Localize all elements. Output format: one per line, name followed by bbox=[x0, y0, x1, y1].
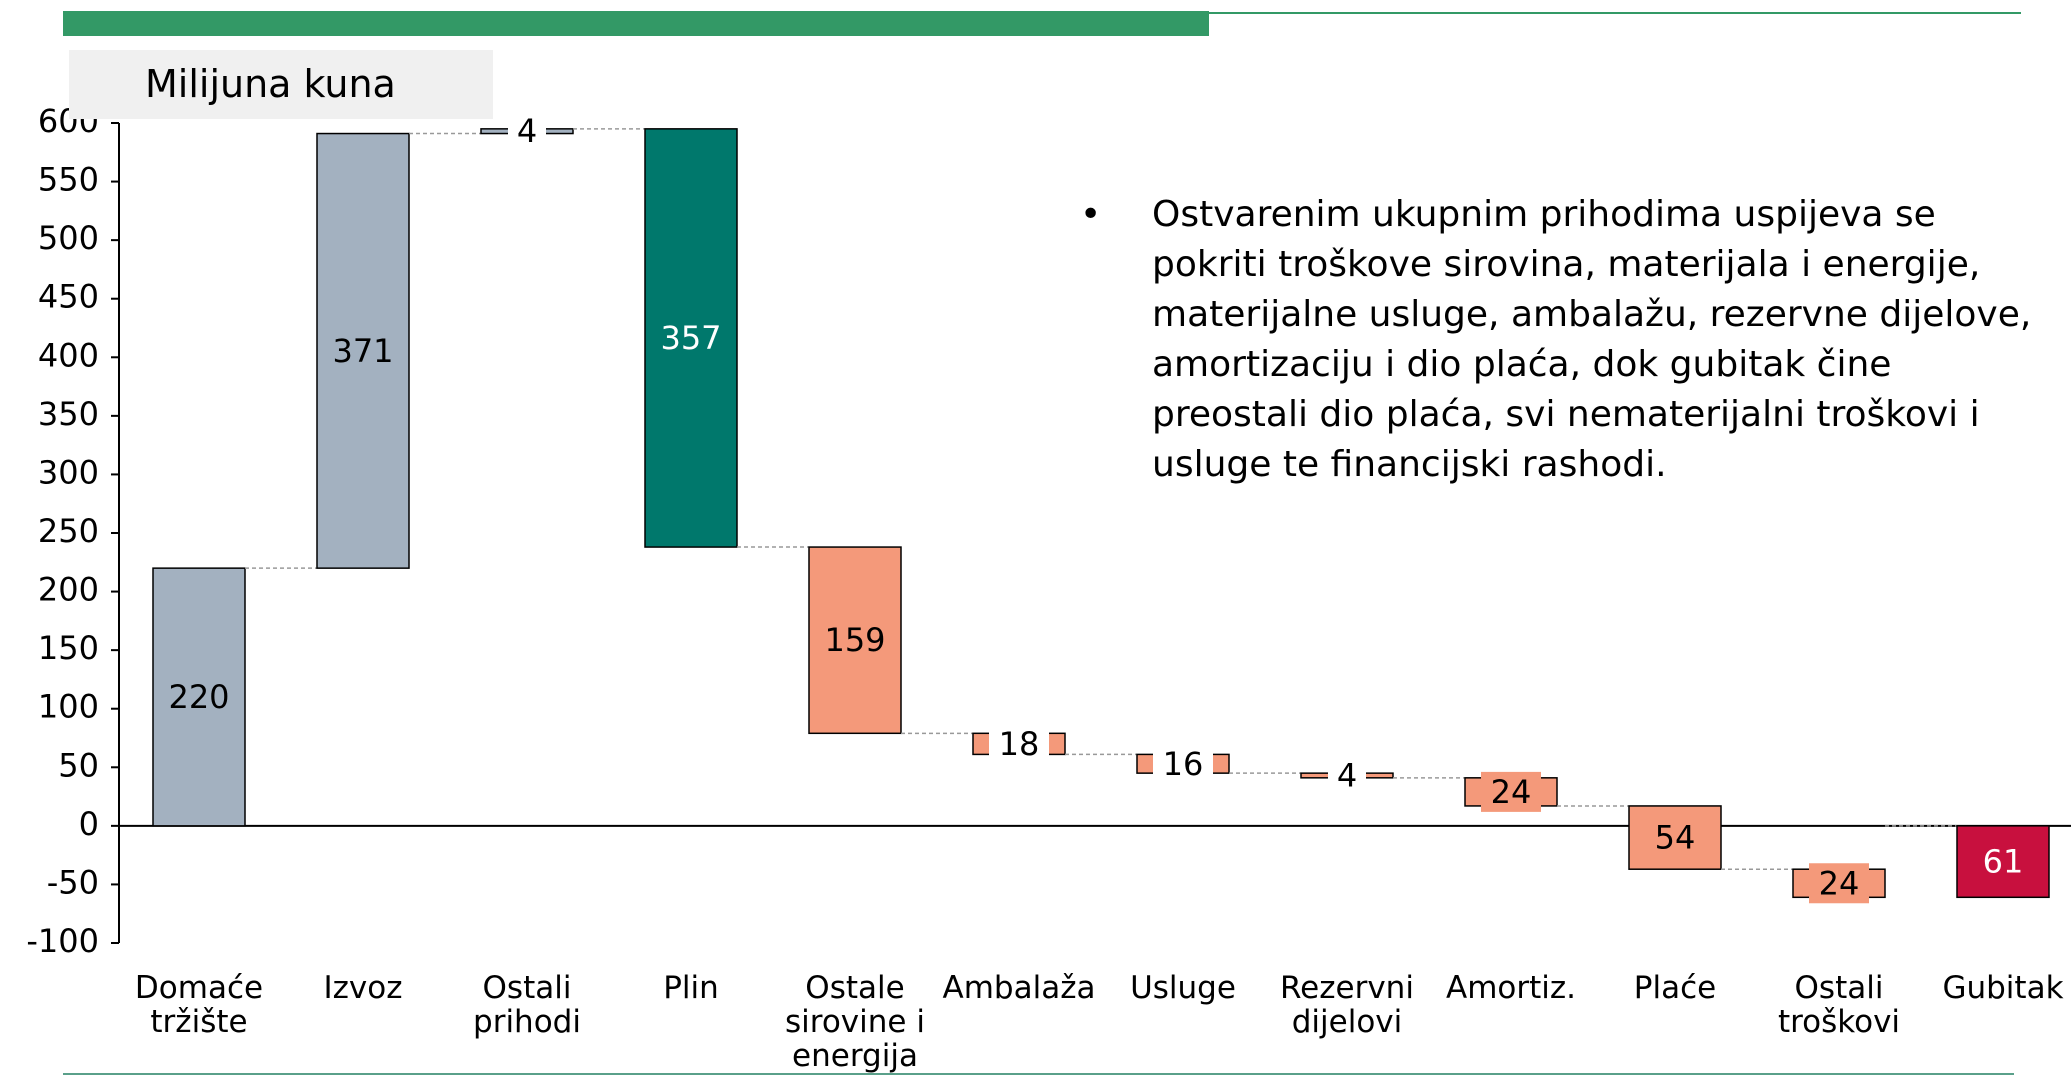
x-tick-label: Ambalaža bbox=[942, 970, 1096, 1006]
data-label: 16 bbox=[1163, 745, 1204, 783]
data-label: 54 bbox=[1655, 819, 1696, 857]
x-tick-label: Ostale sirovine i energija bbox=[785, 970, 925, 1074]
bullet: • bbox=[1080, 194, 1102, 235]
data-label: 357 bbox=[660, 319, 721, 357]
x-tick-label: Gubitak bbox=[1942, 970, 2064, 1006]
y-tick-label: 150 bbox=[38, 629, 99, 667]
y-tick-label: 250 bbox=[38, 512, 99, 550]
y-tick-label: 200 bbox=[38, 571, 99, 609]
data-label: 61 bbox=[1983, 843, 2024, 881]
y-tick-label: -50 bbox=[47, 863, 99, 901]
x-tick-label: Domaće tržište bbox=[134, 970, 264, 1040]
x-tick-label: Amortiz. bbox=[1445, 970, 1576, 1006]
data-label: 159 bbox=[824, 621, 885, 659]
data-label: 18 bbox=[999, 725, 1040, 763]
data-label: 371 bbox=[332, 332, 393, 370]
x-tick-label: Ostali troškovi bbox=[1777, 970, 1901, 1040]
x-tick-label: Usluge bbox=[1130, 970, 1236, 1006]
x-tick-label: Plin bbox=[663, 970, 719, 1006]
bar bbox=[808, 546, 902, 735]
y-tick-label: 400 bbox=[38, 336, 99, 374]
y-tick-label: 350 bbox=[38, 395, 99, 433]
label-bg bbox=[1481, 771, 1541, 812]
bar bbox=[1628, 805, 1722, 870]
y-tick-label: 300 bbox=[38, 453, 99, 491]
bar bbox=[152, 567, 246, 827]
label-bg bbox=[1153, 743, 1213, 784]
bar bbox=[644, 128, 738, 548]
x-tick-label: Rezervni dijelovi bbox=[1280, 970, 1414, 1040]
data-label: 24 bbox=[1491, 773, 1532, 811]
bar bbox=[1956, 825, 2050, 899]
y-tick-label: 100 bbox=[38, 688, 99, 726]
data-label: 4 bbox=[517, 112, 537, 150]
bar bbox=[316, 132, 410, 569]
x-tick-label: Ostali prihodi bbox=[473, 970, 581, 1040]
label-bg bbox=[1328, 755, 1366, 796]
header-bar bbox=[63, 11, 1209, 36]
axis-title: Milijuna kuna bbox=[69, 50, 493, 119]
x-tick-label: Plaće bbox=[1633, 970, 1717, 1006]
label-bg bbox=[1809, 863, 1869, 904]
y-tick-label: 50 bbox=[58, 746, 99, 784]
note: Ostvarenim ukupnim prihodima uspijeva se… bbox=[1152, 194, 2032, 485]
data-label: 24 bbox=[1819, 864, 1860, 902]
data-label: 4 bbox=[1337, 756, 1357, 794]
y-tick-label: 550 bbox=[38, 161, 99, 199]
y-tick-label: 450 bbox=[38, 278, 99, 316]
label-bg bbox=[508, 111, 546, 152]
x-tick-label: Izvoz bbox=[323, 970, 403, 1006]
data-label: 220 bbox=[168, 678, 229, 716]
label-bg bbox=[989, 723, 1049, 764]
y-tick-label: 0 bbox=[79, 805, 99, 843]
y-tick-label: -100 bbox=[26, 922, 99, 960]
y-tick-label: 500 bbox=[38, 219, 99, 257]
